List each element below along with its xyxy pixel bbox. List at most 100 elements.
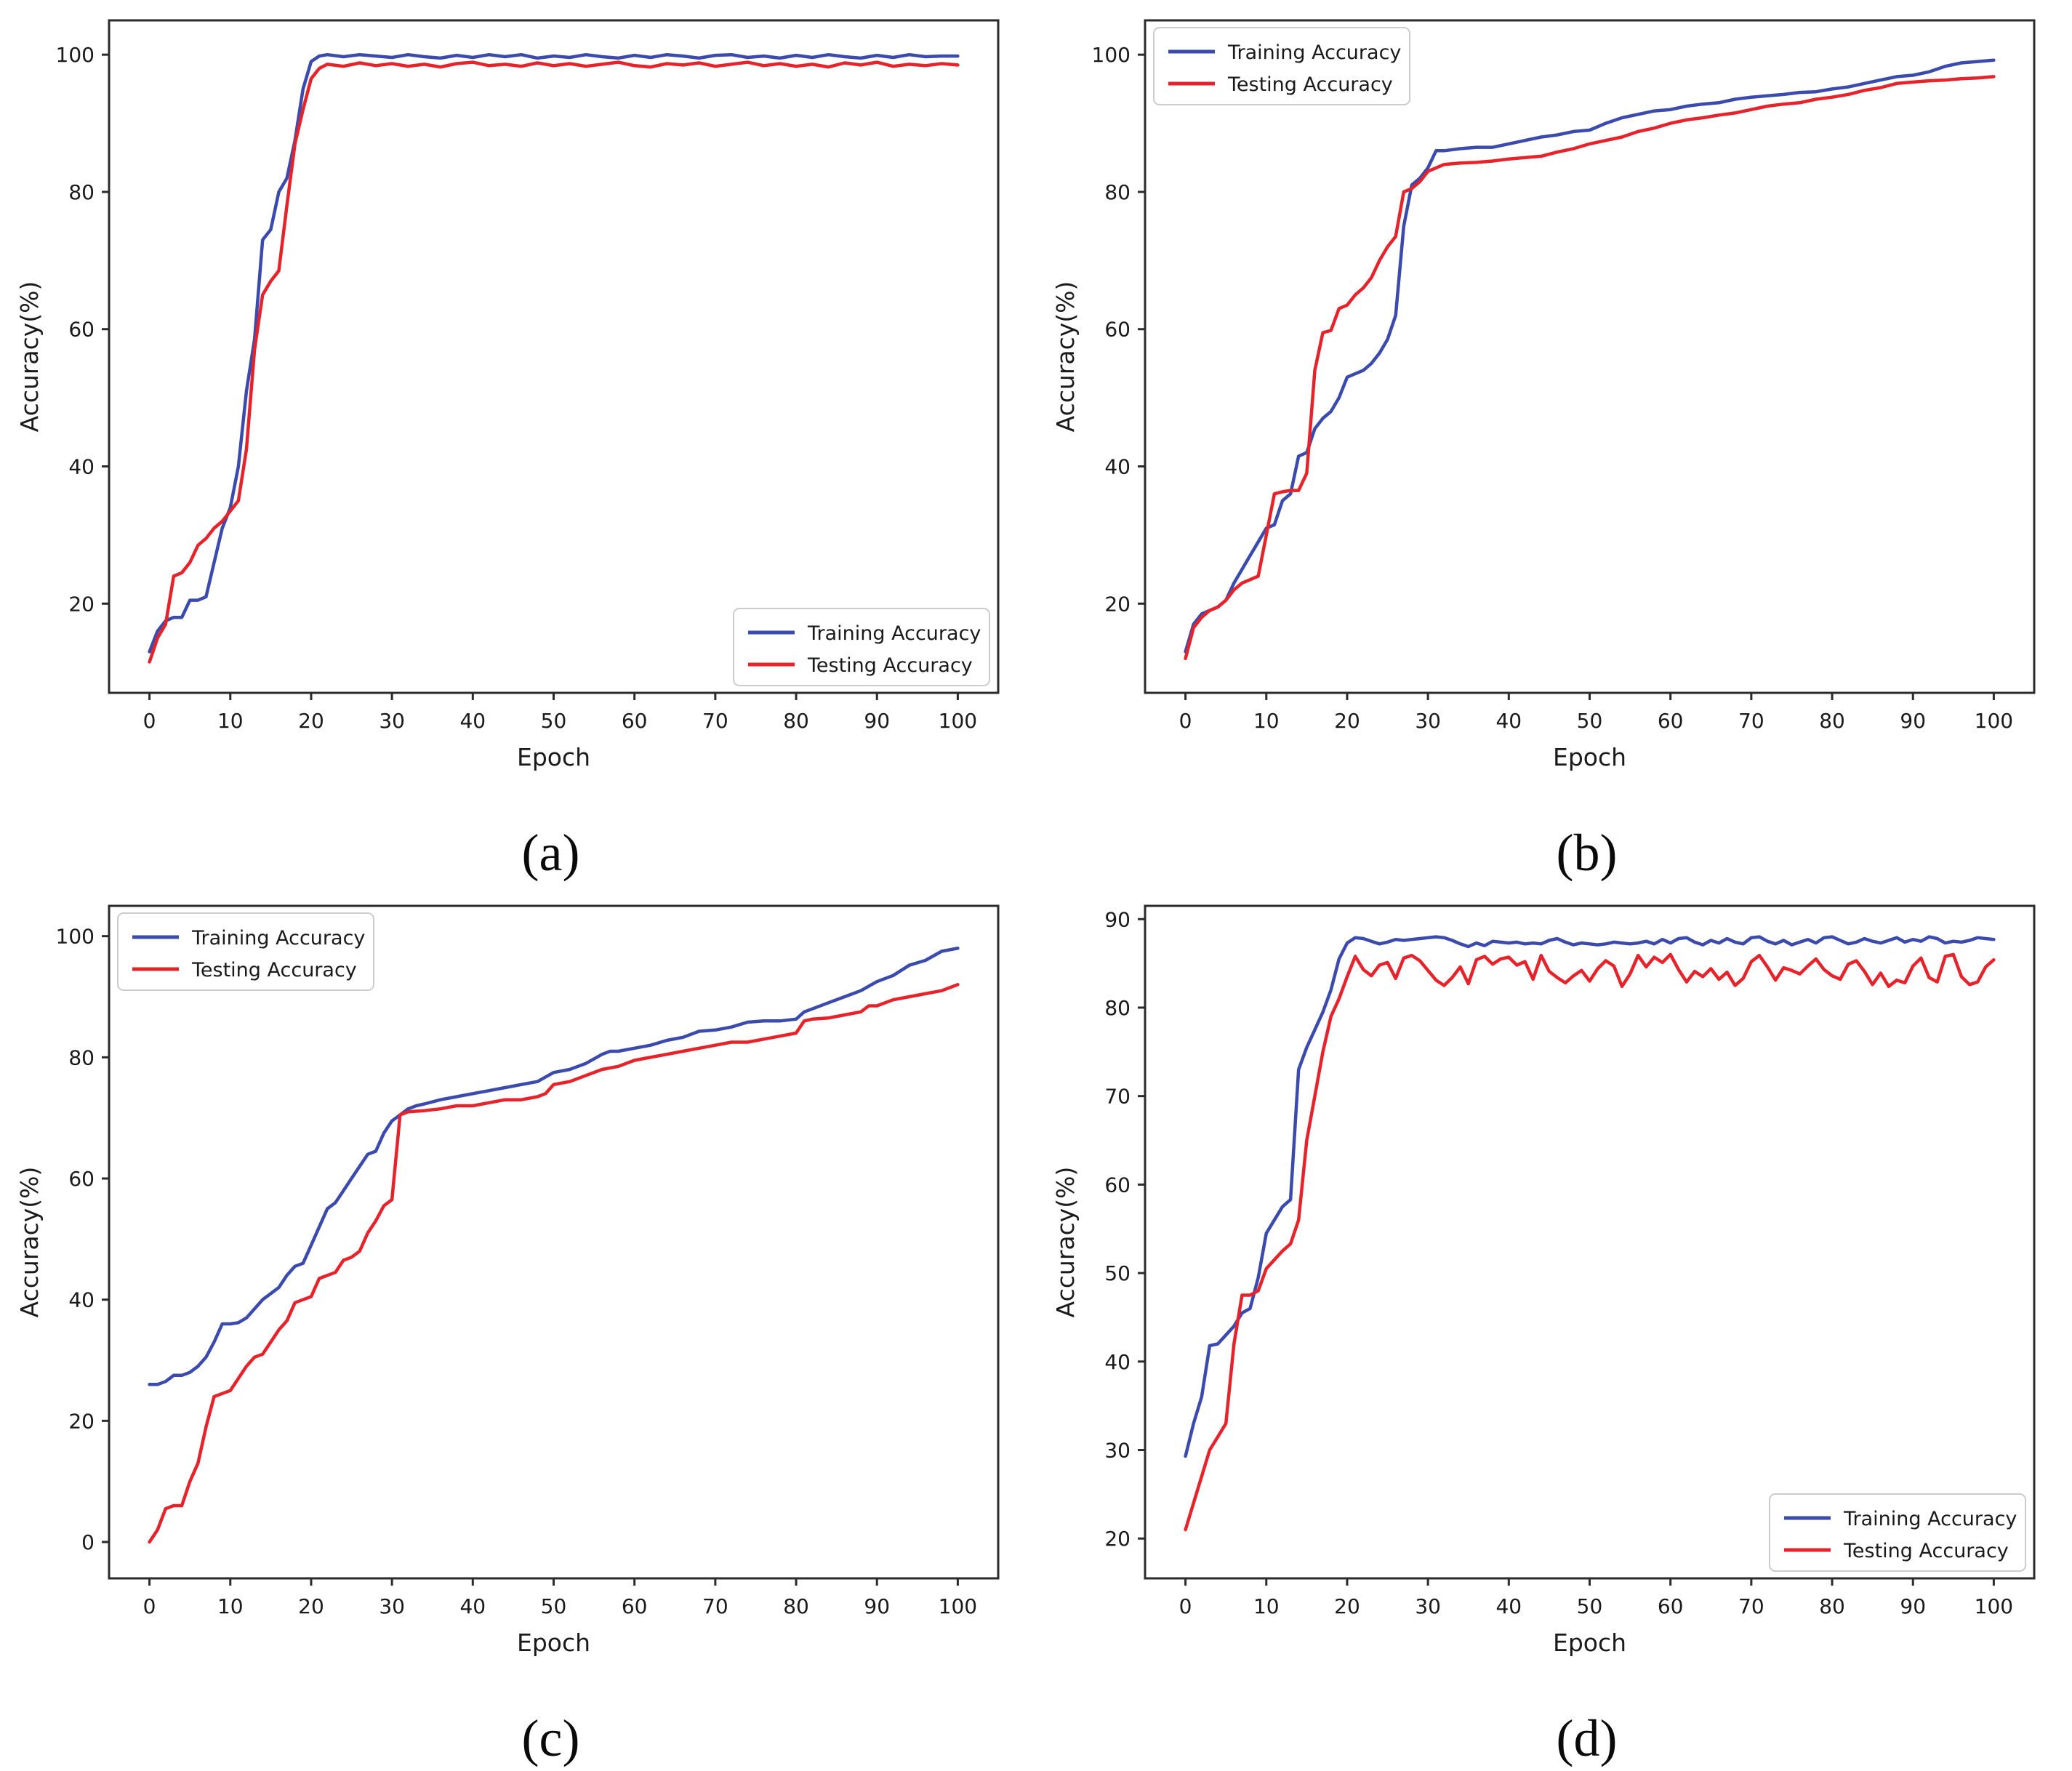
x-axis-label: Epoch [517, 743, 590, 771]
y-axis-label: Accuracy(%) [1051, 281, 1080, 433]
subplot-c: 0 10 20 30 40 50 60 70 80 90 100 0 20 40 60 80 100 Epoch A… [0, 886, 1036, 1771]
legend-label: Training Accuracy [191, 927, 365, 949]
x-axis-label: Epoch [1553, 1629, 1626, 1657]
y-tick-label: 20 [68, 1409, 95, 1433]
subplot-c-canvas: 0 10 20 30 40 50 60 70 80 90 100 0 20 40 60 80 100 Epoch A… [15, 904, 1000, 1657]
subplot-d-canvas: 0 10 20 30 40 50 60 70 80 90 100 20 30 40 50 60 70 80 90 Ep… [1051, 904, 2036, 1657]
y-tick-label: 20 [1104, 592, 1131, 616]
y-axis-label: Accuracy(%) [15, 281, 44, 433]
y-tick-label: 40 [68, 455, 95, 479]
y-tick-label: 80 [68, 1045, 95, 1069]
legend: Training Accuracy Testing Accuracy [117, 912, 374, 991]
x-tick-label: 0 [143, 709, 156, 733]
y-tick-label: 40 [1104, 455, 1131, 479]
x-tick-label: 0 [1179, 709, 1192, 733]
x-tick-label: 60 [622, 709, 648, 733]
series-line [1184, 75, 1996, 661]
series-line [148, 52, 960, 654]
x-tick-label: 10 [1253, 709, 1280, 733]
y-axis-label: Accuracy(%) [1051, 1167, 1080, 1318]
y-tick-label: 50 [1104, 1261, 1131, 1285]
x-tick-label: 80 [1819, 1594, 1845, 1618]
legend-box [733, 608, 990, 686]
legend-label: Testing Accuracy [1227, 73, 1393, 96]
subplot-c-caption: (c) [521, 1709, 580, 1767]
y-tick-label: 40 [68, 1288, 95, 1312]
x-tick-label: 10 [217, 709, 244, 733]
x-tick-label: 90 [1900, 709, 1926, 733]
y-tick-label: 30 [1104, 1439, 1131, 1463]
x-axis-label: Epoch [1553, 743, 1626, 771]
y-tick-label: 60 [68, 1167, 95, 1191]
y-tick-label: 80 [1104, 996, 1131, 1020]
y-tick-label: 0 [81, 1530, 95, 1554]
x-tick-label: 20 [298, 1594, 324, 1618]
legend-label: Training Accuracy [1227, 41, 1401, 64]
x-tick-label: 100 [939, 1594, 977, 1618]
x-tick-label: 100 [1975, 1594, 2013, 1618]
y-tick-label: 100 [1092, 43, 1131, 67]
x-tick-label: 20 [1334, 1594, 1360, 1618]
legend-label: Testing Accuracy [191, 959, 357, 981]
x-tick-label: 10 [217, 1594, 244, 1618]
legend-label: Testing Accuracy [807, 654, 973, 677]
x-tick-label: 90 [1900, 1594, 1926, 1618]
plot-box [1144, 904, 2036, 1580]
series-line [148, 947, 960, 1386]
legend: Training Accuracy Testing Accuracy [1153, 27, 1410, 105]
x-tick-label: 30 [379, 1594, 405, 1618]
legend: Training Accuracy Testing Accuracy [733, 608, 990, 686]
x-tick-label: 20 [298, 709, 324, 733]
legend-label: Training Accuracy [807, 622, 981, 645]
y-tick-label: 20 [1104, 1527, 1131, 1551]
x-tick-label: 90 [864, 709, 890, 733]
series-line [148, 983, 960, 1544]
x-tick-label: 60 [1658, 1594, 1684, 1618]
x-tick-label: 70 [702, 1594, 728, 1618]
legend-label: Testing Accuracy [1843, 1540, 2009, 1562]
subplot-b-canvas: 0 10 20 30 40 50 60 70 80 90 100 20 40 60 80 100 Epoch Ac… [1051, 19, 2036, 771]
x-tick-label: 40 [459, 1594, 486, 1618]
plot-box [1144, 19, 2036, 694]
subplot-a-canvas: 0 10 20 30 40 50 60 70 80 90 100 20 40 60 80 100 Epoch Ac… [15, 19, 1000, 771]
y-tick-label: 100 [56, 43, 95, 67]
y-tick-label: 70 [1104, 1085, 1131, 1109]
x-tick-label: 40 [459, 709, 486, 733]
subplot-d-caption: (d) [1556, 1709, 1618, 1767]
series-line [148, 60, 960, 664]
series-line [1184, 58, 1996, 654]
x-tick-label: 30 [1415, 1594, 1441, 1618]
x-tick-label: 70 [1738, 709, 1764, 733]
subplot-b: 0 10 20 30 40 50 60 70 80 90 100 20 40 60 80 100 Epoch Ac… [1036, 0, 2072, 886]
legend: Training Accuracy Testing Accuracy [1769, 1493, 2026, 1572]
plot-box [108, 19, 1000, 694]
legend-box [1769, 1493, 2026, 1572]
x-tick-label: 0 [1179, 1594, 1192, 1618]
x-tick-label: 80 [783, 709, 809, 733]
subplot-a: 0 10 20 30 40 50 60 70 80 90 100 20 40 60 80 100 Epoch Ac… [0, 0, 1036, 886]
x-tick-label: 90 [864, 1594, 890, 1618]
y-tick-label: 90 [1104, 907, 1131, 931]
x-tick-label: 50 [1577, 709, 1603, 733]
y-axis-label: Accuracy(%) [15, 1167, 44, 1318]
subplot-a-caption: (a) [521, 824, 580, 882]
subplot-d: 0 10 20 30 40 50 60 70 80 90 100 20 30 40 50 60 70 80 90 Ep… [1036, 886, 2072, 1771]
y-tick-label: 20 [68, 592, 95, 616]
x-tick-label: 100 [939, 709, 977, 733]
series-line [1184, 935, 1996, 1458]
y-tick-label: 60 [1104, 318, 1131, 342]
x-tick-label: 40 [1495, 1594, 1522, 1618]
y-tick-label: 60 [68, 318, 95, 342]
x-tick-label: 30 [1415, 709, 1441, 733]
x-tick-label: 80 [1819, 709, 1845, 733]
series-line [1184, 952, 1996, 1532]
y-tick-label: 80 [1104, 180, 1131, 204]
x-tick-label: 80 [783, 1594, 809, 1618]
x-tick-label: 50 [1577, 1594, 1603, 1618]
x-tick-label: 10 [1253, 1594, 1280, 1618]
x-tick-label: 20 [1334, 709, 1360, 733]
x-tick-label: 50 [541, 709, 567, 733]
x-tick-label: 40 [1495, 709, 1522, 733]
x-tick-label: 100 [1975, 709, 2013, 733]
